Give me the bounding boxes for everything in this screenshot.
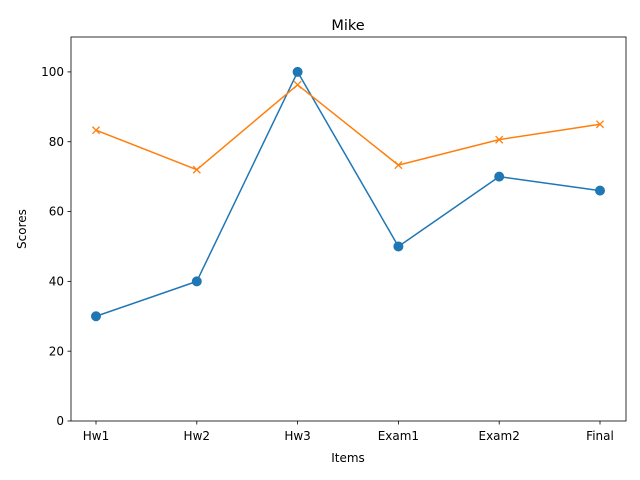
series-2-point [192, 165, 201, 174]
series-2-point [293, 80, 302, 89]
y-tick-label: 100 [41, 65, 64, 79]
series-1-point [292, 66, 303, 77]
x-tick-label: Hw1 [83, 429, 109, 443]
series-1-point [595, 185, 605, 196]
y-tick-label: 20 [49, 344, 64, 358]
x-axis: Hw1 Hw2 Hw3 Exam1 Exam2 Final [83, 421, 614, 443]
series-1-point [191, 276, 202, 287]
x-tick-label: Hw3 [284, 429, 310, 443]
x-tick-label: Final [586, 429, 614, 443]
x-tick-label: Exam1 [378, 429, 419, 443]
plot-area [70, 36, 627, 422]
series-2 [91, 80, 605, 174]
series-1-point [494, 171, 505, 182]
y-tick-label: 60 [49, 205, 64, 219]
series-layer [91, 66, 605, 322]
y-tick-label: 40 [49, 275, 64, 289]
series-1-point [91, 311, 101, 322]
series-2-point [394, 161, 403, 170]
y-tick-label: 0 [56, 414, 64, 428]
series-2-point [91, 126, 101, 135]
y-axis: 0 20 40 60 80 100 [41, 65, 71, 428]
series-1 [91, 66, 605, 322]
y-tick-label: 80 [49, 135, 64, 149]
x-tick-label: Hw2 [184, 429, 210, 443]
series-1-point [393, 241, 404, 252]
chart-title: Mike [331, 18, 364, 34]
series-2-point [595, 120, 605, 129]
series-1-line [95, 71, 601, 318]
x-tick-label: Exam2 [479, 429, 520, 443]
y-axis-title: Scores [15, 209, 29, 249]
series-2-point [495, 135, 504, 144]
x-axis-title: Items [331, 451, 365, 465]
plot-frame [70, 36, 627, 422]
series-2-line [95, 84, 601, 171]
